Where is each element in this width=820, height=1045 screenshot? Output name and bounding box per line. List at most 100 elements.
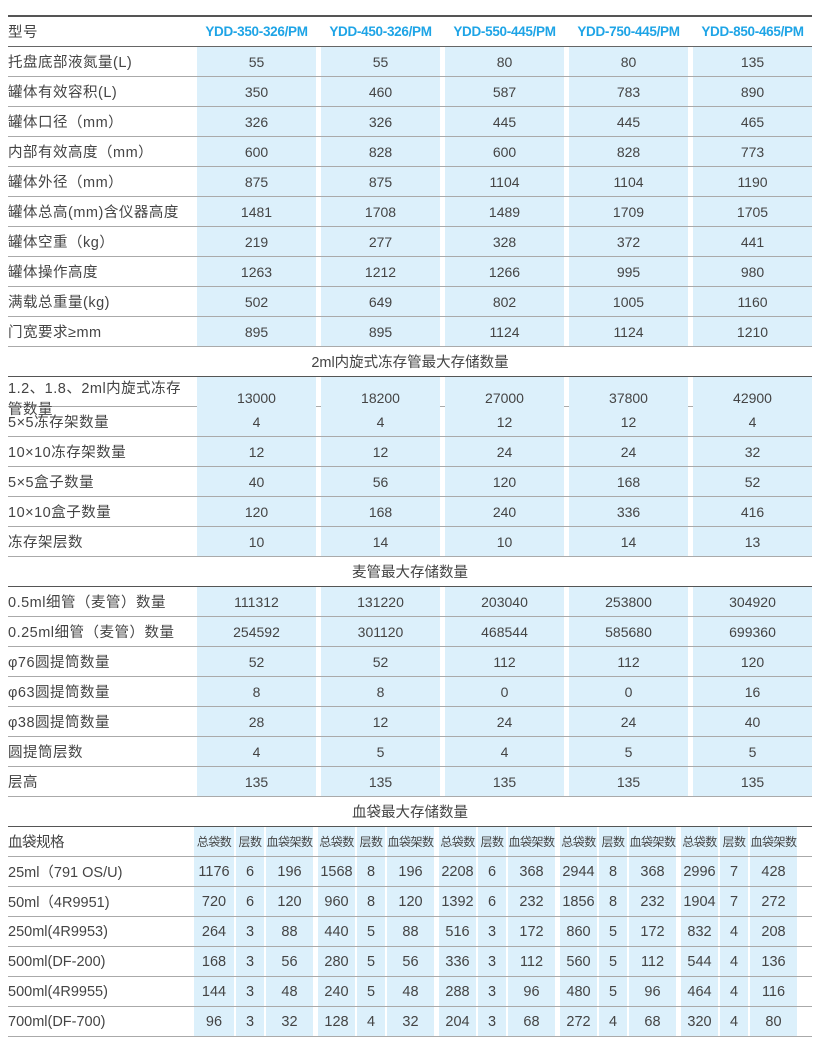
- cell-value: 445: [445, 107, 564, 136]
- cell-value: 8: [599, 887, 627, 916]
- cell-value: 5: [357, 977, 385, 1006]
- cell-value: 10: [197, 527, 316, 556]
- table-row: 700ml(DF-700) 96 3 32 128 4 32 204 3 68 272 4 68 320 4…: [8, 1007, 812, 1037]
- row-label: 5×5冻存架数量: [8, 415, 110, 431]
- cell-value: 336: [569, 497, 688, 526]
- cell-value: 464: [681, 977, 718, 1006]
- row-label: 冻存架层数: [8, 535, 83, 551]
- row-label: 层高: [8, 775, 38, 791]
- row-label: 圆提筒层数: [8, 745, 83, 761]
- cell-value: 128: [318, 1007, 355, 1036]
- cell-value: 135: [445, 767, 564, 796]
- cell-value: 3: [478, 917, 506, 946]
- cell-value: 120: [445, 467, 564, 496]
- table-row: 0.25ml细管（麦管）数量 254592 301120 468544 585680 69…: [8, 617, 812, 647]
- cell-value: 168: [194, 947, 234, 976]
- cell-value: 204: [439, 1007, 476, 1036]
- cell-value: 468544: [445, 617, 564, 646]
- cell-value: 1709: [569, 197, 688, 226]
- cell-value: 783: [569, 77, 688, 106]
- table-row: 50ml（4R9951) 720 6 120 960 8 120 1392 6 232 1856 8 2…: [8, 887, 812, 917]
- table-row: 罐体空重（kg） 219 277 328 372 441: [8, 227, 812, 257]
- cell-value: 12: [445, 407, 564, 436]
- cell-value: 5: [599, 917, 627, 946]
- cell-value: 8: [357, 887, 385, 916]
- cell-value: 372: [569, 227, 688, 256]
- cell-value: 116: [750, 977, 797, 1006]
- cell-value: 24: [445, 437, 564, 466]
- cell-value: 2996: [681, 857, 718, 886]
- row-label: 5×5盒子数量: [8, 475, 95, 491]
- cell-value: 8: [197, 677, 316, 706]
- cell-value: 135: [569, 767, 688, 796]
- cell-value: 12: [569, 407, 688, 436]
- sub-header: 血袋架数: [750, 827, 797, 856]
- cell-value: 1212: [321, 257, 440, 286]
- table-row: 0.5ml细管（麦管）数量 111312 131220 203040 253800 304…: [8, 587, 812, 617]
- sub-header: 层数: [599, 827, 627, 856]
- cell-value: 445: [569, 107, 688, 136]
- cell-value: 10: [445, 527, 564, 556]
- cell-value: 52: [321, 647, 440, 676]
- cell-value: 416: [693, 497, 812, 526]
- cell-value: 1904: [681, 887, 718, 916]
- cell-value: 4: [599, 1007, 627, 1036]
- cell-value: 16: [693, 677, 812, 706]
- row-label: φ38圆提筒数量: [8, 715, 111, 731]
- sub-header: 总袋数: [560, 827, 597, 856]
- table-row: 5×5盒子数量 40 56 120 168 52: [8, 467, 812, 497]
- cell-value: 112: [629, 947, 676, 976]
- cell-value: 96: [508, 977, 555, 1006]
- cell-value: 280: [318, 947, 355, 976]
- cell-value: 649: [321, 287, 440, 316]
- row-label: 罐体有效容积(L): [8, 85, 118, 101]
- cell-value: 264: [194, 917, 234, 946]
- cell-value: 254592: [197, 617, 316, 646]
- cell-value: 28: [197, 707, 316, 736]
- row-label: 0.5ml细管（麦管）数量: [8, 595, 166, 611]
- cell-value: 1104: [569, 167, 688, 196]
- row-label: 罐体口径（mm）: [8, 115, 124, 131]
- sub-header: 总袋数: [681, 827, 718, 856]
- cell-value: 895: [197, 317, 316, 346]
- cell-value: 111312: [197, 587, 316, 616]
- cell-value: 326: [321, 107, 440, 136]
- cell-value: 5: [693, 737, 812, 766]
- cell-value: 203040: [445, 587, 564, 616]
- row-label: 25ml（791 OS/U): [8, 857, 192, 886]
- cell-value: 3: [236, 917, 264, 946]
- table-row: 罐体总高(mm)含仪器高度 1481 1708 1489 1709 1705: [8, 197, 812, 227]
- cell-value: 112: [445, 647, 564, 676]
- cell-value: 208: [750, 917, 797, 946]
- cell-value: 1263: [197, 257, 316, 286]
- cell-value: 12: [321, 707, 440, 736]
- table-row: 500ml(4R9955) 144 3 48 240 5 48 288 3 96 480 5 96 464…: [8, 977, 812, 1007]
- cell-value: 502: [197, 287, 316, 316]
- cell-value: 120: [387, 887, 434, 916]
- sub-header: 层数: [357, 827, 385, 856]
- cell-value: 1392: [439, 887, 476, 916]
- table-row: 层高 135 135 135 135 135: [8, 767, 812, 797]
- cell-value: 7: [720, 887, 748, 916]
- row-label: 10×10冻存架数量: [8, 445, 127, 461]
- row-label: 罐体空重（kg）: [8, 235, 115, 251]
- model-name: YDD-450-326/PM: [321, 17, 440, 46]
- cell-value: 48: [266, 977, 313, 1006]
- cell-value: 56: [321, 467, 440, 496]
- table-row: 罐体口径（mm） 326 326 445 445 465: [8, 107, 812, 137]
- section-title: 血袋最大存储数量: [8, 797, 812, 827]
- table-row: 250ml(4R9953) 264 3 88 440 5 88 516 3 172 860 5 172 8…: [8, 917, 812, 947]
- cell-value: 600: [197, 137, 316, 166]
- header-row: 型号 YDD-350-326/PM YDD-450-326/PM YDD-550-44…: [8, 17, 812, 47]
- cell-value: 8: [357, 857, 385, 886]
- cell-value: 14: [321, 527, 440, 556]
- cell-value: 1124: [569, 317, 688, 346]
- cell-value: 2944: [560, 857, 597, 886]
- cell-value: 219: [197, 227, 316, 256]
- cell-value: 4: [445, 737, 564, 766]
- cell-value: 5: [599, 977, 627, 1006]
- cell-value: 4: [720, 1007, 748, 1036]
- cell-value: 112: [569, 647, 688, 676]
- cell-value: 12: [197, 437, 316, 466]
- model-name: YDD-850-465/PM: [693, 17, 812, 46]
